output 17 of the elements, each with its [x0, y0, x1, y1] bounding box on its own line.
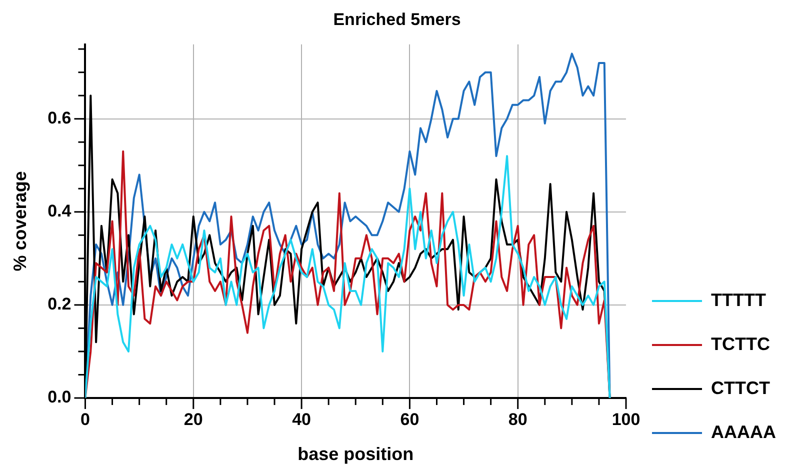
x-axis-title: base position — [298, 444, 414, 464]
legend-label: CTTCT — [711, 378, 770, 398]
x-tick-label: 60 — [400, 410, 420, 429]
y-tick-label: 0.6 — [48, 108, 72, 128]
legend-label: TTTTT — [711, 290, 766, 310]
legend-label: TCTTC — [711, 334, 770, 354]
x-tick-label: 80 — [508, 410, 528, 429]
chart-title: Enriched 5mers — [333, 10, 461, 29]
legend-label: AAAAA — [711, 422, 776, 442]
x-tick-label: 0 — [80, 410, 90, 429]
x-tick-label: 40 — [292, 410, 311, 429]
y-tick-label: 0.2 — [48, 294, 72, 314]
x-tick-label: 100 — [612, 410, 640, 429]
y-axis-title: % coverage — [10, 171, 30, 272]
text: 0.0 — [48, 388, 72, 407]
x-tick-label: 20 — [184, 410, 203, 429]
y-tick-label: 0.4 — [48, 202, 72, 221]
